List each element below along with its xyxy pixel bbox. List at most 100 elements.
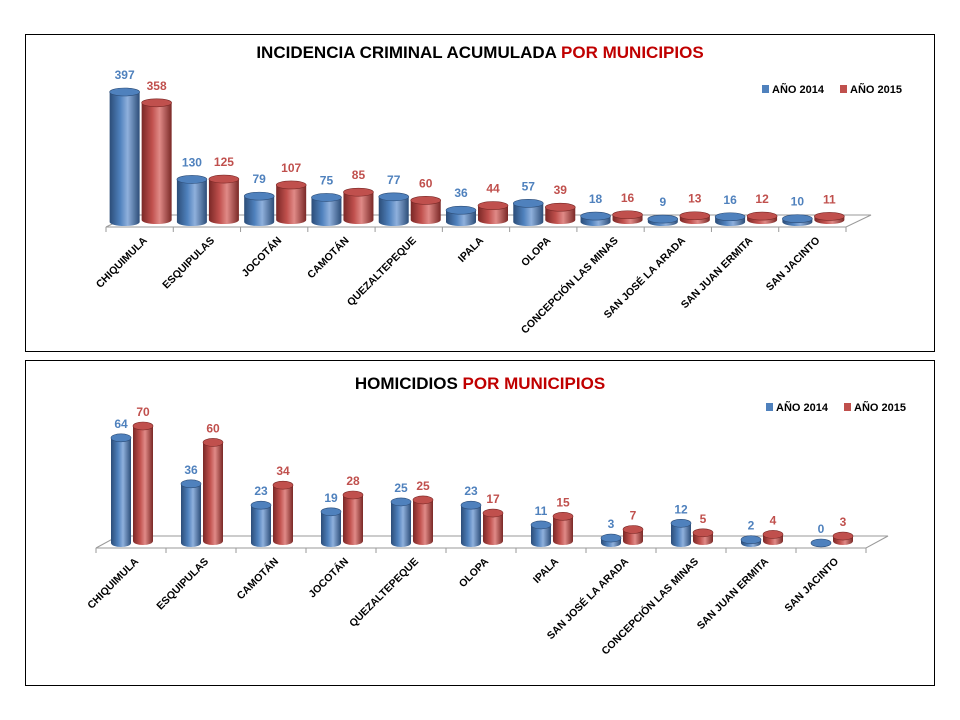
data-label: 107: [281, 161, 301, 175]
data-label: 3: [608, 517, 615, 531]
bar-ano-2015-esquipulas: [202, 438, 224, 545]
category-label: SAN JUAN ERMITA: [679, 234, 756, 311]
category-label: JOCOTÁN: [306, 555, 351, 600]
data-label: 7: [630, 509, 637, 523]
bar-ano-2015-concepcion-las-minas: [612, 210, 643, 224]
data-label: 11: [823, 192, 836, 206]
data-label: 25: [394, 481, 408, 495]
bar-ano-2015-chiquimula: [132, 421, 154, 545]
data-label: 12: [755, 192, 769, 206]
data-label: 0: [818, 522, 825, 536]
bar-ano-2014-san-jacinto: [782, 214, 813, 226]
category-label: CHIQUIMULA: [85, 555, 141, 611]
data-label: 23: [464, 484, 478, 498]
data-label: 64: [114, 417, 128, 431]
data-label: 60: [206, 421, 220, 435]
chart-title-accent: POR MUNICIPIOS: [462, 374, 606, 393]
legend-swatch: [766, 403, 773, 411]
bar-ano-2015-ipala: [477, 201, 509, 224]
chart-incidencia-plot: 397 358 CHIQUIMULA 130 125 ESQUIPULAS 79 107 JOC…: [94, 68, 902, 336]
data-label: 9: [659, 195, 666, 209]
bar-ano-2014-jocotan: [320, 507, 342, 547]
category-label: OLOPA: [519, 234, 554, 269]
bar-ano-2014-camotan: [311, 193, 342, 226]
data-label: 13: [688, 192, 702, 206]
data-label: 18: [589, 192, 603, 206]
data-label: 23: [254, 484, 268, 498]
data-label: 11: [535, 504, 548, 518]
bar-ano-2015-ipala: [552, 512, 574, 545]
bar-ano-2015-jocotan: [342, 490, 364, 545]
category-label: SAN JUAN ERMITA: [695, 555, 772, 632]
bar-ano-2014-san-jacinto: [810, 538, 832, 548]
data-label: 44: [486, 182, 500, 196]
bar-ano-2014-chiquimula: [110, 433, 132, 547]
data-label: 12: [674, 502, 688, 516]
bar-ano-2014-chiquimula: [109, 87, 140, 226]
chart-title-accent: POR MUNICIPIOS: [561, 43, 704, 62]
bar-ano-2014-esquipulas: [176, 175, 208, 226]
category-label: OLOPA: [457, 555, 492, 590]
data-label: 39: [554, 183, 568, 197]
bar-ano-2015-san-jose-la-arada: [622, 525, 644, 545]
data-label: 19: [324, 491, 338, 505]
data-label: 36: [184, 463, 198, 477]
data-label: 79: [253, 172, 267, 186]
bar-ano-2015-jocotan: [275, 180, 307, 224]
bar-ano-2014-concepcion-las-minas: [580, 211, 611, 226]
data-label: 75: [320, 173, 334, 187]
category-label: CAMOTÁN: [304, 234, 351, 281]
data-label: 10: [791, 195, 805, 209]
bar-ano-2014-olopa: [512, 199, 544, 226]
legend-label: AÑO 2014: [772, 83, 825, 96]
category-label: IPALA: [456, 234, 487, 265]
bar-ano-2015-san-juan-ermita: [746, 211, 778, 224]
category-label: JOCOTÁN: [239, 234, 284, 279]
bar-ano-2015-san-juan-ermita: [762, 530, 784, 545]
legend-label: AÑO 2015: [854, 401, 906, 414]
data-label: 85: [352, 168, 366, 182]
legend-label: AÑO 2014: [776, 401, 829, 414]
data-label: 60: [419, 176, 433, 190]
bar-ano-2014-ipala: [530, 520, 552, 547]
data-label: 77: [387, 173, 401, 187]
bar-ano-2015-quezaltepeque: [412, 495, 434, 545]
category-label: IPALA: [531, 555, 562, 586]
bar-ano-2014-concepcion-las-minas: [670, 518, 692, 547]
bar-ano-2015-esquipulas: [208, 174, 240, 224]
chart-title: HOMICIDIOS POR MUNICIPIOS: [26, 374, 934, 394]
legend-swatch: [844, 403, 851, 411]
data-label: 130: [182, 155, 202, 169]
bar-ano-2015-san-jacinto: [814, 212, 845, 224]
data-label: 5: [700, 512, 707, 526]
bar-ano-2014-jocotan: [243, 191, 275, 226]
category-label: SAN JACINTO: [764, 235, 823, 294]
bar-ano-2014-san-jose-la-arada: [600, 533, 622, 547]
data-label: 57: [522, 179, 536, 193]
bar-ano-2015-quezaltepeque: [410, 196, 442, 224]
category-label: ESQUIPULAS: [160, 235, 217, 292]
bar-ano-2014-quezaltepeque: [378, 192, 410, 226]
data-label: 358: [147, 79, 167, 93]
legend-swatch: [762, 85, 769, 93]
bar-ano-2014-quezaltepeque: [390, 497, 412, 547]
bar-ano-2014-san-juan-ermita: [740, 535, 762, 547]
category-label: SAN JACINTO: [782, 556, 841, 615]
chart-homicidios-panel: HOMICIDIOS POR MUNICIPIOS 64 70 CHIQUIMULA…: [25, 360, 935, 686]
data-label: 25: [416, 479, 430, 493]
legend-label: AÑO 2015: [850, 83, 902, 96]
bar-ano-2015-concepcion-las-minas: [692, 528, 714, 545]
data-label: 34: [276, 464, 290, 478]
data-label: 2: [748, 519, 755, 533]
bar-ano-2015-camotan: [343, 187, 374, 224]
bar-ano-2014-san-jose-la-arada: [647, 214, 679, 226]
bar-ano-2014-ipala: [445, 205, 477, 226]
bar-ano-2015-san-jose-la-arada: [679, 211, 711, 224]
bar-ano-2015-san-jacinto: [832, 531, 854, 545]
category-label: QUEZALTEPEQUE: [347, 556, 421, 630]
data-label: 70: [136, 405, 150, 419]
data-label: 28: [346, 474, 360, 488]
bar-ano-2015-camotan: [272, 480, 294, 545]
data-label: 125: [214, 155, 234, 169]
bar-ano-2014-esquipulas: [180, 479, 202, 547]
